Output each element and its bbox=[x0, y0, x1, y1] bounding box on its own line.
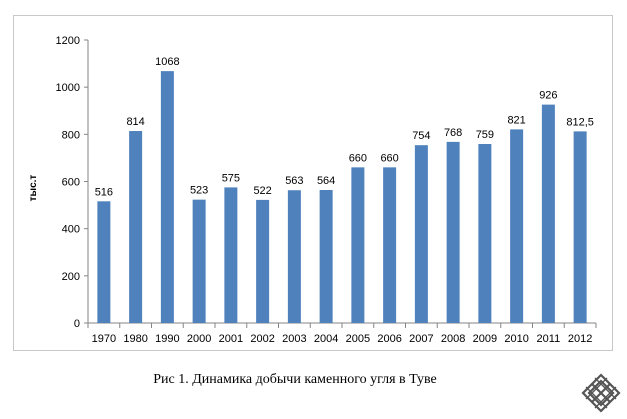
y-tick-label: 600 bbox=[62, 177, 80, 189]
data-label-1990: 1068 bbox=[155, 56, 179, 68]
bar-2010 bbox=[510, 129, 524, 323]
bar-2009 bbox=[478, 144, 492, 323]
bar-1970 bbox=[97, 201, 111, 323]
data-label-2008: 768 bbox=[444, 127, 462, 139]
data-label-2006: 660 bbox=[380, 152, 398, 164]
x-tick-label-1990: 1990 bbox=[155, 333, 179, 345]
data-label-2009: 759 bbox=[476, 129, 494, 141]
bar-2005 bbox=[351, 167, 365, 323]
data-label-2003: 563 bbox=[285, 175, 303, 187]
x-tick-label-2011: 2011 bbox=[537, 333, 561, 345]
data-label-2001: 575 bbox=[222, 172, 240, 184]
data-label-2012: 812,5 bbox=[566, 116, 594, 128]
bar-2011 bbox=[541, 104, 555, 323]
x-tick-label-2008: 2008 bbox=[441, 333, 465, 345]
x-tick-label-2009: 2009 bbox=[473, 333, 497, 345]
y-tick-label: 0 bbox=[74, 318, 80, 330]
data-label-2005: 660 bbox=[349, 152, 367, 164]
bar-2002 bbox=[256, 199, 270, 323]
data-label-2000: 523 bbox=[190, 185, 208, 197]
bar-2006 bbox=[383, 167, 397, 323]
x-tick-label-2001: 2001 bbox=[219, 333, 243, 345]
data-label-2011: 926 bbox=[539, 90, 557, 102]
chart-bars bbox=[97, 71, 587, 323]
x-tick-label-2005: 2005 bbox=[346, 333, 370, 345]
y-tick-label: 800 bbox=[62, 129, 80, 141]
bar-2003 bbox=[287, 190, 301, 323]
y-tick-label: 200 bbox=[62, 271, 80, 283]
x-tick-label-1980: 1980 bbox=[123, 333, 147, 345]
y-tick-label: 400 bbox=[62, 224, 80, 236]
x-tick-label-2006: 2006 bbox=[377, 333, 401, 345]
data-label-2007: 754 bbox=[412, 130, 430, 142]
y-axis-title-group: тыс.т bbox=[28, 175, 39, 202]
bar-1990 bbox=[160, 71, 174, 323]
bar-1980 bbox=[129, 131, 143, 323]
x-tick-label-2012: 2012 bbox=[568, 333, 592, 345]
y-tick-label: 1000 bbox=[56, 82, 80, 94]
y-axis-title: тыс.т bbox=[28, 175, 39, 202]
chart-area: тыс.т 0 200 400 600 800 1000 1200 516 1970 814 198… bbox=[13, 15, 613, 351]
data-label-2002: 522 bbox=[253, 185, 271, 197]
figure-caption: Рис 1. Динамика добычи каменного угля в … bbox=[153, 372, 437, 387]
endless-knot-icon bbox=[581, 373, 621, 413]
bar-2007 bbox=[414, 145, 428, 323]
data-label-1970: 516 bbox=[95, 186, 113, 198]
bar-2004 bbox=[319, 189, 333, 323]
bar-2000 bbox=[192, 199, 206, 323]
data-label-1980: 814 bbox=[126, 116, 144, 128]
x-tick-label-2007: 2007 bbox=[409, 333, 433, 345]
bar-2008 bbox=[446, 141, 460, 323]
x-tick-label-2000: 2000 bbox=[187, 333, 211, 345]
y-tick-label: 1200 bbox=[56, 35, 80, 47]
bar-2001 bbox=[224, 187, 238, 323]
data-label-2010: 821 bbox=[507, 114, 525, 126]
x-tick-label-2002: 2002 bbox=[250, 333, 274, 345]
x-tick-label-1970: 1970 bbox=[92, 333, 116, 345]
data-label-2004: 564 bbox=[317, 175, 335, 187]
x-tick-label-2010: 2010 bbox=[504, 333, 528, 345]
x-tick-label-2004: 2004 bbox=[314, 333, 338, 345]
x-tick-label-2003: 2003 bbox=[282, 333, 306, 345]
chart-labels: 0 200 400 600 800 1000 1200 516 1970 814 1980 1068 1… bbox=[56, 35, 594, 345]
bar-2012 bbox=[573, 131, 587, 323]
bar-chart: тыс.т 0 200 400 600 800 1000 1200 516 1970 814 198… bbox=[28, 35, 597, 345]
